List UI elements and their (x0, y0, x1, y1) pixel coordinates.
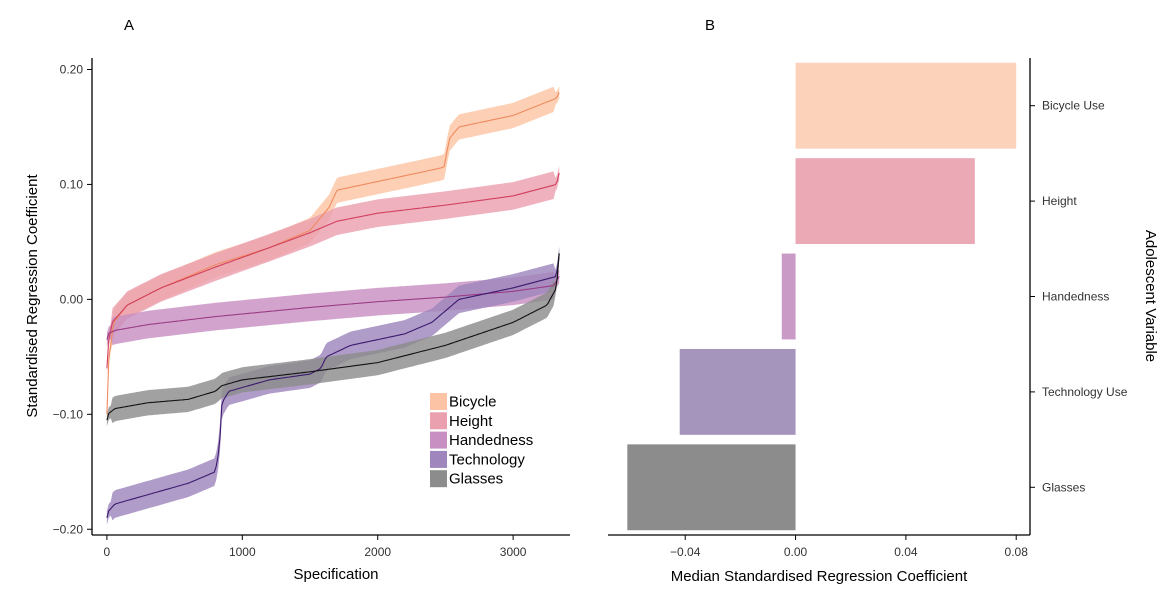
panel-b-bars (627, 62, 1017, 531)
bar-glasses (627, 444, 796, 531)
b-x-tick-label: 0.08 (1005, 545, 1029, 559)
legend-label-glasses: Glasses (449, 471, 503, 488)
panel-b-chart: Bicycle Use Height Handedness Technology Us… (608, 58, 1159, 585)
bar-handedness (781, 253, 796, 340)
y-tick-label: −0.10 (53, 407, 84, 421)
category-label-handedness: Handedness (1042, 290, 1109, 304)
category-label-technology-use: Technology Use (1042, 385, 1128, 399)
legend-swatch-glasses (430, 470, 447, 488)
y-tick-label: −0.20 (53, 522, 84, 536)
y-tick-label: 0.00 (60, 292, 84, 306)
panel-a-bands (106, 86, 560, 525)
panel-a-x-label: Specification (293, 566, 378, 583)
x-tick-label: 3000 (500, 545, 527, 559)
panel-a-chart: 0 1000 2000 3000 −0.20 −0.10 0.00 0.10 0.20 Spec… (24, 58, 570, 583)
line-height (106, 172, 560, 369)
bar-technology-use (679, 348, 796, 435)
category-label-glasses: Glasses (1042, 480, 1085, 494)
legend-swatch-bicycle (430, 393, 447, 410)
x-tick-label: 2000 (364, 545, 391, 559)
band-technology (106, 246, 560, 525)
band-height (106, 166, 560, 376)
category-label-height: Height (1042, 194, 1077, 208)
panel-b-y-label: Adolescent Variable (1142, 230, 1159, 362)
panel-b-label: B (705, 17, 715, 34)
band-bicycle (106, 86, 560, 421)
legend-label-height: Height (449, 413, 493, 430)
b-x-tick-label: 0.04 (894, 545, 918, 559)
category-label-bicycle-use: Bicycle Use (1042, 99, 1105, 113)
line-bicycle (106, 92, 560, 415)
legend-swatch-height (430, 412, 447, 430)
panel-a-lines (106, 92, 560, 518)
legend-swatch-handedness (430, 431, 447, 449)
band-handedness (106, 269, 560, 347)
panel-a-label: A (124, 17, 134, 34)
line-glasses (106, 253, 560, 421)
panel-a-y-label: Standardised Regression Coefficient (24, 174, 41, 418)
legend-swatch-technology (430, 450, 447, 468)
y-tick-label: 0.20 (60, 62, 84, 76)
panel-b-ticks: Bicycle Use Height Handedness Technology Us… (670, 99, 1128, 559)
b-x-tick-label: −0.04 (670, 545, 701, 559)
bar-bicycle-use (795, 62, 1017, 149)
x-tick-label: 1000 (229, 545, 256, 559)
band-glasses (106, 247, 560, 427)
b-x-tick-label: 0.00 (784, 545, 808, 559)
panel-a-legend: Bicycle Height Handedness Technology Glasses (430, 393, 533, 488)
legend-label-bicycle: Bicycle (449, 394, 497, 411)
legend-label-handedness: Handedness (449, 432, 533, 449)
x-tick-label: 0 (104, 545, 111, 559)
bar-height (795, 158, 975, 245)
line-technology (106, 253, 560, 518)
panel-a-ticks: 0 1000 2000 3000 −0.20 −0.10 0.00 0.10 0.20 (53, 62, 527, 559)
legend-label-technology: Technology (449, 451, 525, 468)
y-tick-label: 0.10 (60, 177, 84, 191)
panel-b-x-label: Median Standardised Regression Coefficie… (671, 568, 968, 585)
